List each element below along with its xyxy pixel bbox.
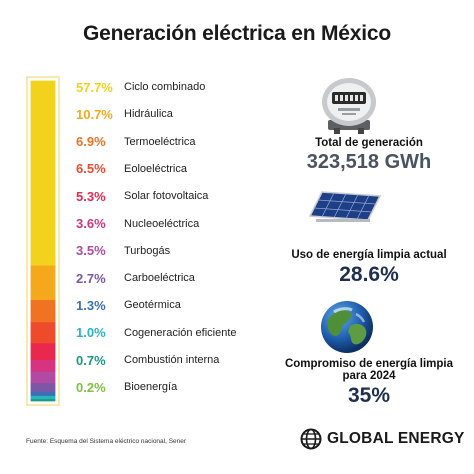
stack-segment-2 [30, 265, 56, 301]
electric-meter-icon [322, 78, 376, 134]
legend-label: Geotérmica [124, 299, 181, 312]
legend-item: 3.5% Turbogás [76, 242, 170, 260]
clean-energy-label: Uso de energía limpia actual [291, 249, 447, 261]
legend-item: 5.3% Solar fotovoltaica [76, 187, 208, 205]
total-generation-value: 323,518 GWh [306, 151, 432, 173]
legend-percent: 6.5% [76, 161, 106, 177]
legend-label: Cogeneración eficiente [124, 326, 237, 339]
stack-segment-6 [30, 360, 56, 373]
legend-label: Hidráulica [124, 108, 173, 121]
legend-item: 1.0% Cogeneración eficiente [76, 324, 237, 342]
stack-glow [26, 76, 60, 406]
legend-item: 6.5% Eoloeléctrica [76, 160, 187, 178]
stack-segment-3 [30, 300, 56, 323]
stack-segment-1 [30, 80, 56, 266]
stack-segment-8 [30, 383, 56, 393]
stack-segment-11 [30, 399, 56, 402]
legend-percent: 6.9% [76, 134, 106, 150]
legend-label: Bioenergía [124, 381, 178, 394]
stack-frame [29, 79, 57, 403]
legend-item: 0.7% Combustión interna [76, 351, 219, 369]
legend-item: 2.7% Carboeléctrica [76, 269, 195, 287]
earth-globe-icon [321, 301, 373, 353]
legend-label: Ciclo combinado [124, 81, 206, 93]
total-generation-label: Total de generación [315, 137, 423, 149]
legend-label: Eoloeléctrica [124, 162, 187, 175]
legend-percent: 10.7% [76, 106, 113, 122]
legend-percent: 1.0% [76, 325, 106, 341]
source-note: Fuente: Esquema del Sistema eléctrico na… [26, 438, 187, 445]
stack-segment-4 [30, 322, 56, 344]
legend-label: Turbogás [124, 244, 171, 257]
legend-label: Nucleoeléctrica [124, 217, 200, 230]
solar-panel-icon [308, 191, 382, 222]
page-title: Generación eléctrica en México [83, 22, 391, 45]
legend-percent: 3.6% [76, 216, 106, 231]
legend-percent: 57.7% [76, 79, 113, 95]
legend-label: Combustión interna [124, 354, 220, 366]
legend-percent: 5.3% [76, 188, 106, 204]
legend-item: 57.7% Ciclo combinado [76, 78, 205, 96]
brand-logo: GLOBAL ENERGY [300, 428, 465, 450]
legend-label: Termoeléctrica [124, 135, 196, 148]
legend-item: 10.7% Hidráulica [76, 105, 173, 123]
stack-segment-9 [30, 391, 56, 397]
legend-item: 3.6% Nucleoeléctrica [76, 215, 199, 233]
legend-percent: 0.2% [76, 379, 106, 395]
legend-item: 0.2% Bioenergía [76, 378, 177, 396]
legend-percent: 0.7% [76, 352, 106, 368]
legend-label: Carboeléctrica [124, 272, 195, 285]
clean-energy-goal-label: Compromiso de energía limpia para 2024 [284, 358, 454, 382]
globe-logo-icon [300, 428, 322, 450]
legend-percent: 2.7% [76, 270, 106, 286]
legend-item: 6.9% Termoeléctrica [76, 133, 196, 151]
legend-percent: 1.3% [76, 297, 106, 313]
legend-item: 1.3% Geotérmica [76, 296, 181, 314]
stack-segment-7 [30, 371, 56, 384]
stack-segment-10 [30, 395, 56, 400]
clean-energy-goal-value: 35% [347, 384, 391, 407]
legend-label: Solar fotovoltaica [124, 190, 209, 203]
clean-energy-value: 28.6% [339, 263, 399, 286]
legend-percent: 3.5% [76, 243, 106, 259]
stacked-share-bar [26, 76, 60, 406]
stack-segment-5 [30, 343, 56, 361]
brand-name: GLOBAL ENERGY [327, 430, 465, 447]
